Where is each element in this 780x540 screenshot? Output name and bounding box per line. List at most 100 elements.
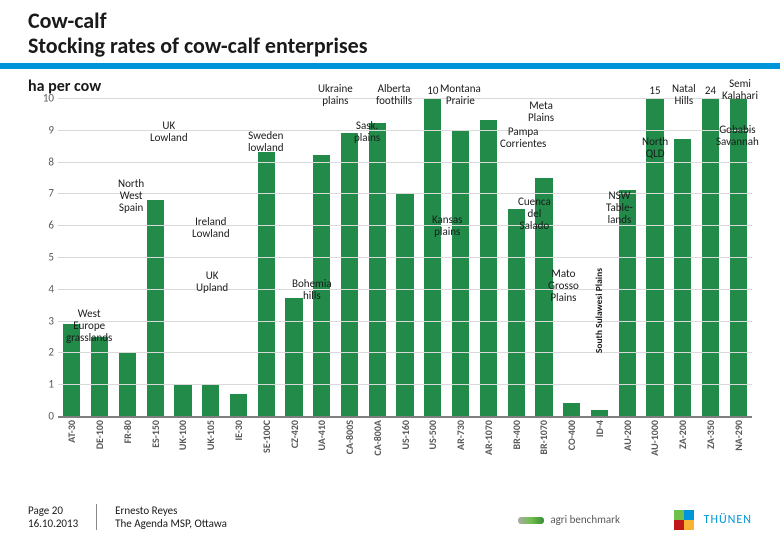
x-tick-label: UA-410	[315, 420, 328, 450]
x-axis-labels: AT-30 DE-100 FR-80 ES-150 UK-100 UK-105 IE-30 S…	[58, 420, 752, 470]
bar	[174, 384, 191, 416]
x-tick-label: SE-100C	[260, 420, 273, 453]
annotation-label: MontanaPrairie	[440, 83, 481, 107]
grid-line	[58, 193, 752, 194]
x-tick-label: CA-800S	[343, 420, 356, 454]
bar	[91, 337, 108, 417]
y-tick-label: 3	[32, 314, 54, 327]
x-tick-label: UK-105	[204, 420, 217, 450]
bar	[396, 193, 413, 416]
x-tick-label: ES-150	[149, 420, 162, 448]
annotation-label: PampaCorrientes	[500, 126, 546, 150]
x-tick-label: ID-4	[593, 420, 606, 437]
grid-line	[58, 352, 752, 353]
thunen-logo: THÜNEN	[674, 510, 752, 530]
annotation-label: UKUpland	[196, 270, 228, 294]
bar	[452, 130, 469, 416]
annotation-label: Bohemiahills	[292, 278, 332, 302]
annotation-label: UKLowland	[150, 120, 188, 144]
bar	[230, 394, 247, 416]
annotation-label: Kansasplains	[432, 214, 462, 238]
overflow-value: 15	[649, 84, 660, 97]
bar	[480, 120, 497, 416]
annotation-label: NorthWestSpain	[118, 178, 144, 214]
agri-logo-text: agri benchmark	[550, 513, 620, 526]
overflow-value: 10	[427, 84, 438, 97]
annotation-label: Albertafoothills	[376, 83, 412, 107]
x-tick-label: AR-730	[454, 420, 467, 450]
annotation-label: NatalHills	[672, 83, 696, 107]
annotation-label: NorthQLD	[642, 136, 668, 160]
annotation-label: WestEuropegrasslands	[66, 308, 112, 344]
y-tick-label: 9	[32, 123, 54, 136]
x-tick-label: CA-800A	[371, 420, 384, 456]
x-tick-label: IE-30	[232, 420, 245, 441]
annotation-label: CuencadelSalado	[518, 196, 551, 232]
bar	[285, 298, 302, 416]
grid-line	[58, 289, 752, 290]
footer-page-col: Page 20 16.10.2013	[28, 504, 78, 530]
y-tick-label: 0	[32, 410, 54, 423]
x-tick-label: AU-200	[621, 420, 634, 451]
annotation-label: Swedenlowland	[248, 130, 284, 154]
bar	[258, 152, 275, 416]
bar	[341, 133, 358, 416]
y-tick-label: 4	[32, 282, 54, 295]
bar	[563, 403, 580, 416]
y-tick-label: 1	[32, 378, 54, 391]
footer-event: The Agenda MSP, Ottawa	[115, 517, 227, 530]
title-line-1: Cow-calf	[28, 8, 752, 33]
thunen-logo-text: THÜNEN	[704, 513, 752, 527]
x-tick-label: AR-1070	[482, 420, 495, 455]
agri-benchmark-logo: agri benchmark	[518, 513, 620, 526]
x-tick-label: AT-30	[65, 420, 78, 443]
annotation-label: GobabisSavannah	[716, 124, 759, 148]
y-tick-label: 10	[32, 92, 54, 105]
slide-header: Cow-calf Stocking rates of cow-calf ente…	[0, 0, 780, 59]
x-tick-label: FR-80	[121, 420, 134, 443]
y-tick-label: 5	[32, 251, 54, 264]
footer-author-col: Ernesto Reyes The Agenda MSP, Ottawa	[115, 504, 227, 530]
y-tick-label: 7	[32, 187, 54, 200]
chart: 101524 012345678910 AT-30DE-100FR-80ES-1…	[28, 98, 752, 468]
x-tick-label: BR-1070	[537, 420, 550, 455]
x-tick-label: AU-1000	[648, 420, 661, 456]
annotation-label: MetaPlains	[528, 100, 554, 124]
footer-author: Ernesto Reyes	[115, 504, 227, 517]
annotation-label: Sask.plains	[354, 120, 380, 144]
bar	[202, 384, 219, 416]
x-tick-label: UK-100	[176, 420, 189, 450]
x-tick-label: CZ-420	[288, 420, 301, 448]
x-tick-label: ZA-200	[676, 420, 689, 449]
bar	[369, 123, 386, 416]
bar	[591, 410, 608, 416]
overflow-value: 24	[705, 84, 716, 97]
x-tick-label: CO-400	[565, 420, 578, 450]
y-tick-label: 8	[32, 155, 54, 168]
thunen-logo-icon	[674, 510, 694, 530]
annotation-label: Ukraineplains	[318, 83, 353, 107]
grid-line	[58, 162, 752, 163]
agri-logo-icon	[518, 517, 544, 524]
x-tick-label: DE-100	[93, 420, 106, 449]
y-tick-label: 2	[32, 346, 54, 359]
annotation-label: NSWTable-lands	[606, 190, 633, 226]
footer: Page 20 16.10.2013 Ernesto Reyes The Age…	[28, 504, 227, 530]
page-number: Page 20	[28, 504, 78, 517]
grid-line	[58, 257, 752, 258]
x-tick-label: US-500	[426, 420, 439, 449]
annotation-label: MatoGrossoPlains	[548, 268, 579, 304]
x-tick-label: ZA-350	[704, 420, 717, 449]
footer-divider	[96, 504, 97, 530]
grid-line	[58, 225, 752, 226]
bar	[674, 139, 691, 416]
sulawesi-vertical-label: South Sulawesi Plains	[593, 268, 605, 353]
y-tick-label: 6	[32, 219, 54, 232]
title-line-2: Stocking rates of cow-calf enterprises	[28, 33, 752, 58]
grid-line	[58, 384, 752, 385]
footer-date: 16.10.2013	[28, 517, 78, 530]
annotation-label: IrelandLowland	[192, 216, 230, 240]
x-tick-label: NA-290	[732, 420, 745, 451]
grid-line	[58, 321, 752, 322]
annotation-label: SemiKalahari	[722, 78, 758, 102]
